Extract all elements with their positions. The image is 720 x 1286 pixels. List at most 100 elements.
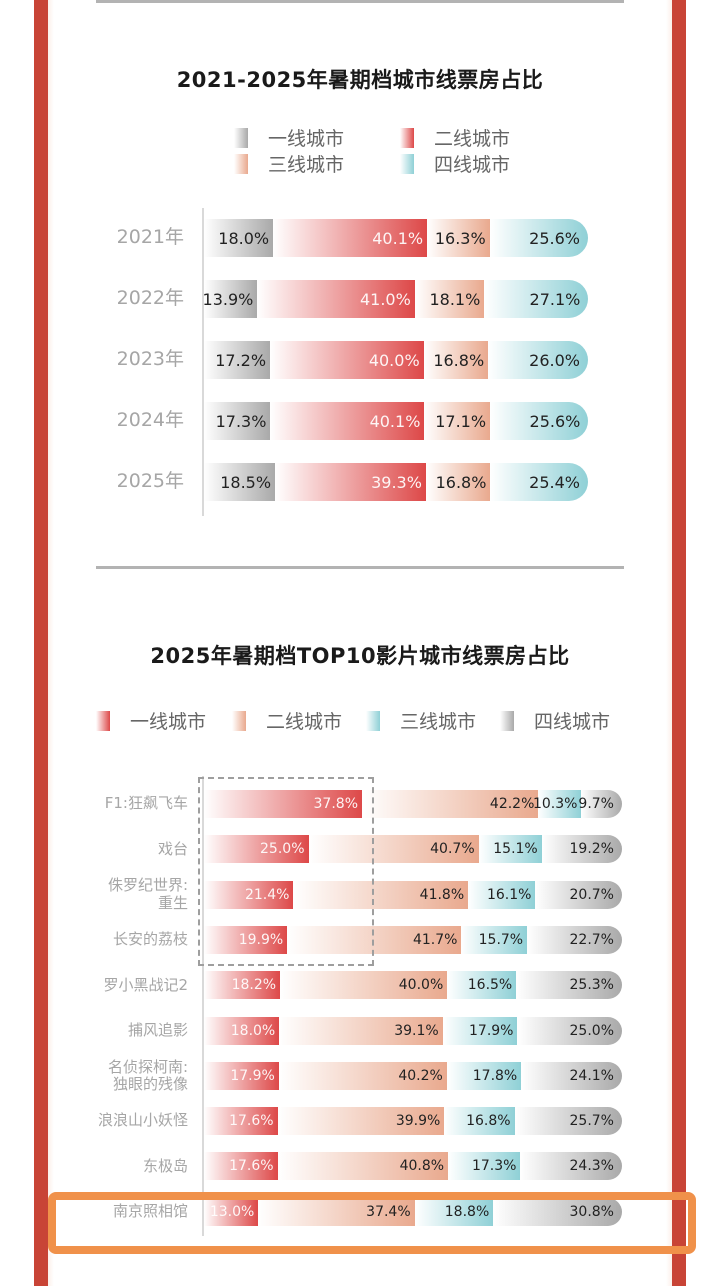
chart1-legend-swatch (400, 127, 414, 148)
chart1-legend-label: 三线城市 (268, 154, 345, 176)
chart1-data-label: 41.0% (359, 289, 411, 309)
chart2-title: 2025年暑期档TOP10影片城市线票房占比 (150, 644, 570, 668)
chart2-legend-item: 二线城市 (232, 707, 342, 734)
chart2-bar-segment: 20.7% (535, 880, 622, 909)
chart2-data-label: 41.8% (419, 886, 465, 903)
tier1-dashed-annotation-box (198, 777, 374, 966)
chart1-data-label: 40.0% (368, 350, 420, 370)
chart2-data-label: 25.0% (260, 841, 305, 858)
chart1-legend-item: 四线城市 (400, 150, 510, 177)
chart2-bar-segment: 21.4% (204, 880, 294, 909)
chart1-category-label: 2022年 (116, 287, 184, 310)
chart2-legend-label: 三线城市 (400, 711, 477, 733)
highlight-annotation-box (48, 1192, 696, 1254)
chart2-bar-segment: 10.3% (533, 790, 582, 818)
chart2-bar-segment: 24.1% (521, 1061, 622, 1090)
chart1-bar-segment: 27.1% (484, 280, 589, 318)
chart1-legend-swatch (234, 153, 248, 174)
chart2-category-label: 罗小黑战记2 (103, 975, 188, 994)
chart1-bar-segment: 25.6% (490, 402, 589, 440)
chart1-category-label: 2023年 (116, 348, 184, 371)
chart2-data-label: 21.4% (244, 886, 290, 903)
chart2-data-label: 39.9% (395, 1113, 441, 1130)
chart1-bar-segment: 26.0% (488, 341, 588, 379)
chart2-bar-segment: 40.0% (280, 971, 448, 1000)
chart1-bar-segment: 16.3% (427, 219, 490, 257)
chart2-bar-segment: 18.2% (204, 971, 281, 1000)
chart1-data-label: 26.0% (529, 350, 580, 370)
chart2-data-label: 22.7% (569, 931, 614, 948)
chart2-category-label: 名侦探柯南: 独眼的残像 (107, 1057, 188, 1093)
chart1-bar-segment: 39.3% (275, 463, 426, 501)
chart2-bar-segment: 16.1% (468, 880, 536, 909)
chart2-data-label: 16.1% (486, 886, 532, 903)
chart2-bar-segment: 42.2% (362, 790, 539, 818)
chart1-legend-label: 四线城市 (434, 154, 511, 176)
chart1-data-label: 25.4% (529, 472, 580, 492)
chart2-bar-segment: 39.9% (277, 1107, 445, 1136)
chart2-legend-swatch (366, 710, 380, 731)
middle-divider (96, 566, 624, 569)
chart2-bar-segment: 25.3% (516, 971, 622, 1000)
chart2-bar-segment: 22.7% (527, 925, 622, 954)
chart2-data-label: 40.7% (430, 841, 475, 858)
chart2-category-label: 侏罗纪世界: 重生 (107, 876, 188, 912)
chart1-data-label: 25.6% (529, 228, 580, 248)
chart1-bar-segment: 25.4% (490, 463, 588, 501)
top-divider (96, 0, 624, 3)
chart1-data-label: 40.1% (369, 411, 421, 431)
chart1-bar-segment: 18.0% (204, 219, 274, 257)
chart1-legend-item: 二线城市 (400, 124, 510, 151)
chart2-bar-segment: 40.2% (278, 1061, 447, 1090)
chart2-bar-segment: 18.0% (204, 1016, 280, 1045)
chart2-data-label: 42.2% (489, 796, 535, 812)
chart1-data-label: 13.9% (202, 289, 254, 309)
chart1-category-label: 2021年 (116, 226, 184, 249)
chart2-bar-segment: 41.7% (287, 925, 462, 954)
chart2-bar-segment: 37.4% (258, 1197, 415, 1226)
chart2-category-label: 东极岛 (142, 1156, 188, 1175)
chart2-bar-segment: 17.9% (442, 1016, 518, 1045)
chart2-bar-segment: 39.1% (279, 1016, 443, 1045)
chart2-data-label: 19.9% (238, 931, 284, 948)
chart2-category-label: 长安的荔枝 (112, 930, 188, 949)
chart2-data-label: 17.3% (471, 1158, 517, 1175)
chart2-data-label: 40.8% (399, 1158, 445, 1175)
chart1-bar-segment: 17.1% (424, 402, 491, 440)
chart2-bar-segment: 17.6% (204, 1107, 278, 1136)
chart2-legend-label: 四线城市 (534, 711, 611, 733)
chart2-axis-line (202, 776, 204, 1236)
chart1-data-label: 16.8% (435, 472, 487, 492)
chart2-data-label: 25.0% (569, 1022, 614, 1039)
chart2-category-label: 南京照相馆 (112, 1202, 188, 1221)
chart2-data-label: 25.3% (569, 977, 614, 994)
chart2-data-label: 15.7% (478, 931, 524, 948)
chart1-axis-line (202, 208, 204, 516)
chart2-data-label: 40.2% (398, 1067, 443, 1084)
chart2-bar-segment: 17.3% (448, 1152, 521, 1181)
chart2-bar-segment: 16.8% (444, 1107, 515, 1136)
chart1-bar-segment: 16.8% (423, 341, 489, 379)
chart2-data-label: 25.7% (569, 1113, 614, 1130)
chart1-bar-segment: 40.1% (273, 219, 428, 257)
chart2-bar-segment: 24.3% (520, 1152, 622, 1181)
chart2-data-label: 20.7% (569, 886, 614, 903)
chart1-data-label: 18.5% (220, 472, 272, 492)
chart1-data-label: 17.3% (215, 411, 267, 431)
chart1-legend-swatch (234, 127, 248, 148)
chart2-legend-swatch (232, 710, 246, 731)
chart2-data-label: 39.1% (394, 1022, 439, 1039)
chart2-data-label: 24.3% (569, 1158, 614, 1175)
chart2-bar-segment: 41.8% (293, 880, 469, 909)
chart2-bar-segment: 17.6% (204, 1152, 278, 1181)
chart1-data-label: 39.3% (371, 472, 422, 492)
chart2-bar-segment: 9.7% (578, 790, 622, 818)
chart2-bar-segment: 40.7% (308, 835, 479, 864)
chart2-data-label: 17.9% (230, 1067, 275, 1084)
chart2-legend-label: 二线城市 (266, 711, 343, 733)
chart2-bar-segment: 19.9% (204, 925, 288, 954)
chart2-legend-item: 四线城市 (500, 707, 610, 734)
chart1-bar-segment: 17.3% (204, 402, 271, 440)
chart1-legend-item: 三线城市 (234, 150, 344, 177)
chart2-bar-segment: 19.2% (541, 835, 622, 864)
